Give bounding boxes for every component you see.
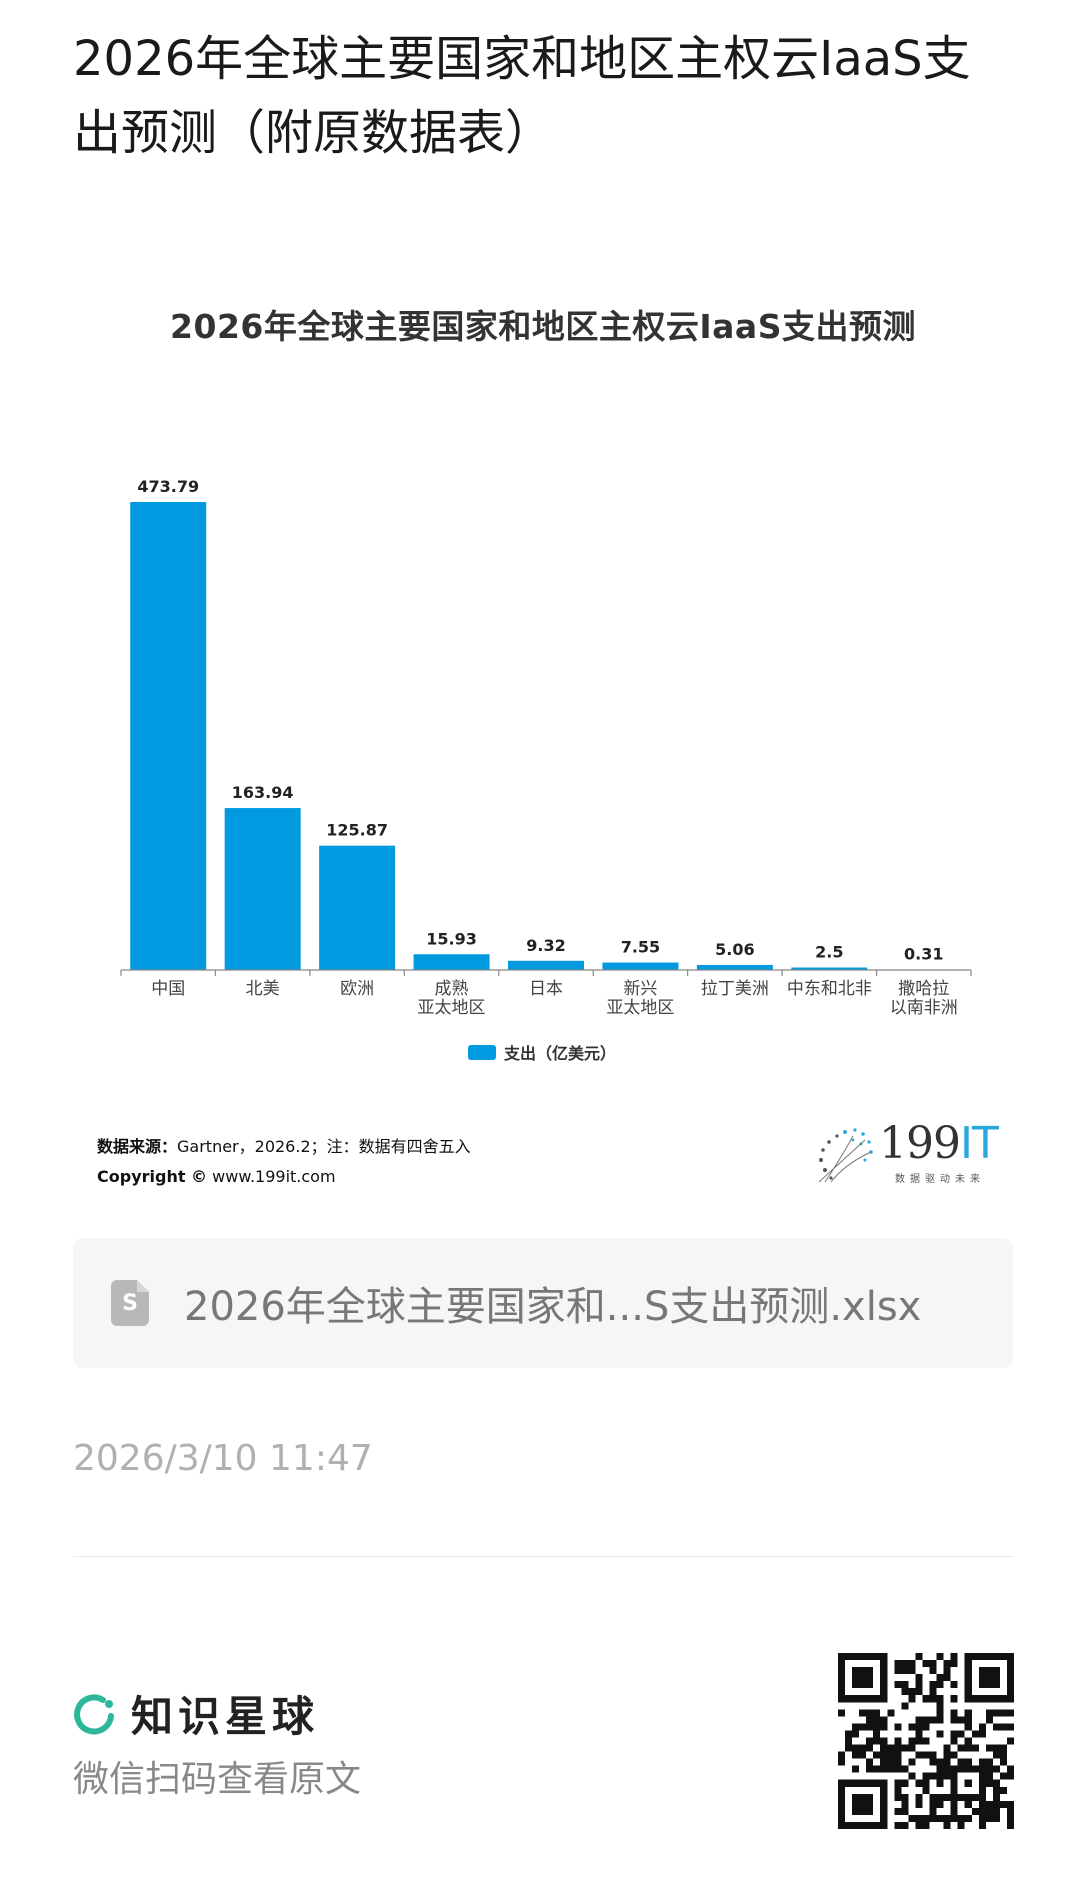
data-label: 15.93 <box>426 929 477 948</box>
data-label: 7.55 <box>621 938 660 957</box>
page-title: 2026年全球主要国家和地区主权云IaaS支出预测（附原数据表） <box>73 31 971 161</box>
legend-swatch <box>468 1044 496 1060</box>
x-tick-label: 拉丁美洲 <box>701 979 769 999</box>
source-label: 数据来源： <box>97 1137 178 1156</box>
qr-code[interactable] <box>838 1653 1014 1829</box>
scan-prompt: 微信扫码查看原文 <box>73 1759 362 1800</box>
x-tick-label: 亚太地区 <box>418 998 486 1018</box>
x-tick-label: 以南非洲 <box>890 998 958 1018</box>
x-tick-label: 亚太地区 <box>606 998 674 1018</box>
data-label: 473.79 <box>137 477 199 496</box>
logo-accent: IT <box>959 1118 999 1169</box>
data-label: 0.31 <box>904 945 943 964</box>
post-timestamp: 2026/3/10 11:47 <box>73 1438 373 1479</box>
spreadsheet-file-icon: S <box>111 1280 149 1326</box>
bar-chart: 473.79中国163.94北美125.87欧洲15.93成熟亚太地区9.32日… <box>120 477 972 1018</box>
x-tick-label: 日本 <box>529 979 563 999</box>
bar <box>224 808 301 970</box>
copyright-text: www.199it.com <box>212 1167 336 1186</box>
chart-title: 2026年全球主要国家和地区主权云IaaS支出预测 <box>170 307 916 346</box>
bar <box>130 502 207 970</box>
legend-label: 支出（亿美元） <box>504 1044 617 1063</box>
x-tick-label: 欧洲 <box>340 979 374 999</box>
bar <box>319 845 396 970</box>
bar <box>602 962 679 970</box>
x-tick-label: 新兴 <box>623 979 657 999</box>
x-tick-label: 撒哈拉 <box>898 979 949 999</box>
bar <box>696 965 773 970</box>
bar <box>413 954 490 970</box>
x-tick-label: 成熟 <box>435 978 469 999</box>
copyright-label: Copyright © <box>97 1167 208 1186</box>
dandelion-icon <box>818 1128 873 1183</box>
x-tick-label: 中国 <box>151 979 185 999</box>
bar <box>508 960 584 970</box>
attachment-file-name[interactable]: 2026年全球主要国家和...S支出预测.xlsx <box>184 1284 922 1330</box>
data-label: 2.5 <box>815 943 843 962</box>
logo-tagline: 数据驱动未来 <box>895 1174 985 1185</box>
divider <box>73 1556 1013 1557</box>
x-tick-label: 中东和北非 <box>787 979 872 999</box>
zsxq-logo-icon <box>74 1693 114 1734</box>
data-label: 125.87 <box>326 821 388 840</box>
data-label: 5.06 <box>715 940 754 959</box>
logo-main: 199 <box>879 1118 961 1169</box>
attachment-card[interactable]: S 2026年全球主要国家和...S支出预测.xlsx <box>73 1238 1013 1368</box>
source-text: Gartner，2026.2；注：数据有四舍五入 <box>177 1137 471 1156</box>
data-label: 163.94 <box>232 783 294 802</box>
x-tick-label: 北美 <box>246 979 280 999</box>
199it-logo: 199IT 数据驱动未来 <box>813 1118 1003 1188</box>
bar <box>791 967 868 970</box>
zsxq-brand: 知识星球 <box>73 1683 319 1744</box>
data-label: 9.32 <box>526 936 565 955</box>
brand-name: 知识星球 <box>131 1692 320 1741</box>
chart-source: 数据来源：Gartner，2026.2；注：数据有四舍五入 Copyright … <box>97 1132 471 1192</box>
chart-image: 2026年全球主要国家和地区主权云IaaS支出预测 473.79 中国 163.94… <box>73 270 1013 1190</box>
chart-legend: 支出（亿美元） <box>468 1040 616 1064</box>
